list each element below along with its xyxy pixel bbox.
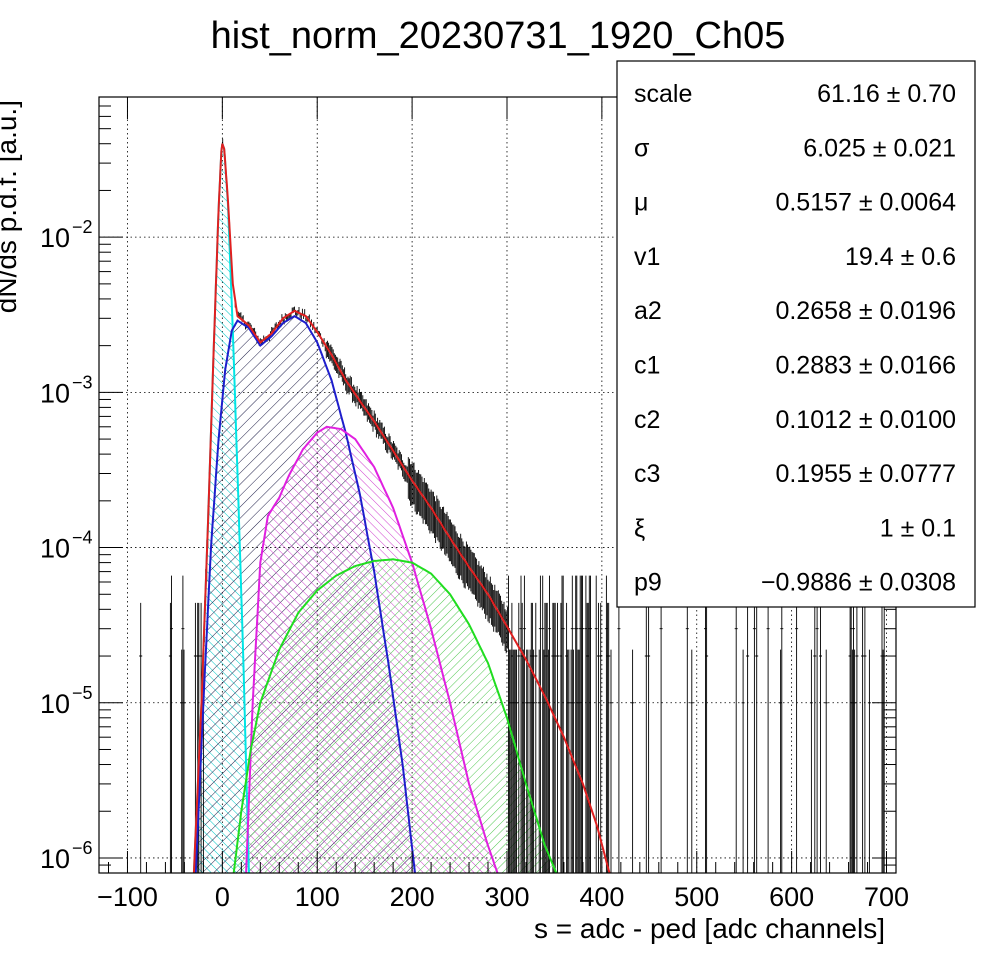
stat-param-name: μ [634,189,648,217]
stat-param-value: 6.025 ± 0.021 [803,134,956,162]
stat-param-name: p9 [634,569,662,597]
component-curve-two-photoelectron [245,425,499,873]
stat-param-value: 0.2658 ± 0.0196 [775,297,956,325]
stat-param-value: 61.16 ± 0.70 [817,80,956,108]
y-tick-label: 10 [40,844,70,874]
stat-param-name: c1 [634,352,660,380]
x-tick-label: 500 [674,882,719,912]
component-fills [193,143,557,873]
stat-param-name: scale [634,80,692,108]
stat-param-name: c2 [634,406,660,434]
stat-param-name: c3 [634,460,660,488]
y-tick-label: 10 [40,378,70,408]
stat-param-value: 0.2883 ± 0.0166 [775,352,956,380]
x-tick-label: 0 [215,882,230,912]
component-curve-total-fit [192,143,611,873]
y-tick-label: 10 [40,689,70,719]
x-axis-label: s = adc - ped [adc channels] [534,913,885,944]
stat-param-name: v1 [634,243,660,271]
component-curves [192,143,611,873]
stat-param-name: σ [634,134,650,162]
x-tick-label: 100 [295,882,340,912]
x-tick-label: 700 [864,882,909,912]
y-tick-exponent: −5 [72,683,93,703]
chart-title: hist_norm_20230731_1920_Ch05 [211,15,786,57]
y-tick-exponent: −2 [72,217,93,237]
x-tick-label: 300 [484,882,529,912]
y-axis-ticks: 10−610−510−410−310−2 [40,96,896,874]
stat-param-name: ξ [634,514,645,542]
x-tick-label: −100 [97,882,158,912]
stat-param-value: 0.1955 ± 0.0777 [775,460,956,488]
component-curve-one-photoelectron [194,314,416,873]
stat-param-name: a2 [634,297,662,325]
component-curve-three-photoelectron [232,558,558,873]
stat-param-value: −0.9886 ± 0.0308 [761,569,956,597]
y-tick-label: 10 [40,223,70,253]
x-tick-label: 400 [579,882,624,912]
stat-param-value: 1 ± 0.1 [880,514,956,542]
y-tick-exponent: −4 [72,528,93,548]
y-axis-label: dN/ds p.d.f. [a.u.] [0,100,22,313]
y-tick-exponent: −3 [72,372,93,392]
y-tick-exponent: −6 [72,838,93,858]
y-tick-label: 10 [40,534,70,564]
x-tick-label: 200 [390,882,435,912]
stat-param-value: 19.4 ± 0.6 [845,243,956,271]
fit-statistics-box: scale 61.16 ± 0.70 σ 6.025 ± 0.021 μ 0.5157 ±… [616,60,976,608]
x-axis-ticks: −100 0 100 200 300 400 500 600 700 [97,97,909,912]
stat-param-value: 0.5157 ± 0.0064 [775,189,956,217]
x-tick-label: 600 [769,882,814,912]
stat-param-value: 0.1012 ± 0.0100 [775,406,956,434]
